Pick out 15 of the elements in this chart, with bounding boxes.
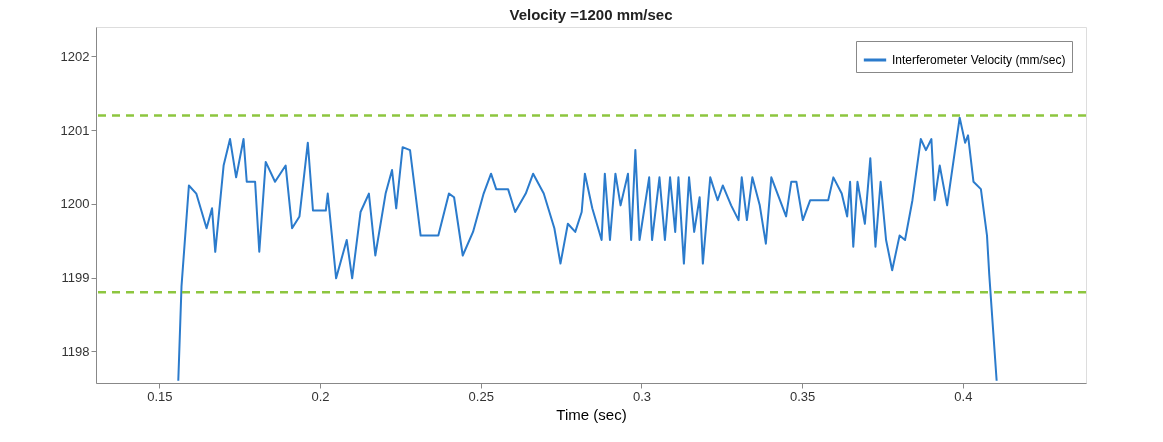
y-tick-label: 1199 bbox=[61, 270, 90, 286]
legend-label: Interferometer Velocity (mm/sec) bbox=[892, 53, 1066, 67]
y-tick-label: 1198 bbox=[61, 343, 90, 359]
x-tick-label: 0.3 bbox=[632, 388, 651, 404]
line-series bbox=[177, 116, 998, 382]
x-axis-title: Time (sec) bbox=[556, 405, 627, 423]
y-tick-label: 1201 bbox=[60, 122, 90, 138]
x-tick-label: 0.2 bbox=[311, 388, 330, 404]
x-tick-label: 0.25 bbox=[468, 388, 494, 404]
x-tick-label: 0.35 bbox=[790, 388, 816, 404]
y-tick-label: 1200 bbox=[60, 196, 90, 212]
x-tick-label: 0.4 bbox=[954, 388, 973, 404]
x-tick-label: 0.15 bbox=[147, 388, 173, 404]
y-tick-label: 1202 bbox=[60, 48, 90, 64]
chart-title: Velocity =1200 mm/sec bbox=[509, 6, 673, 23]
